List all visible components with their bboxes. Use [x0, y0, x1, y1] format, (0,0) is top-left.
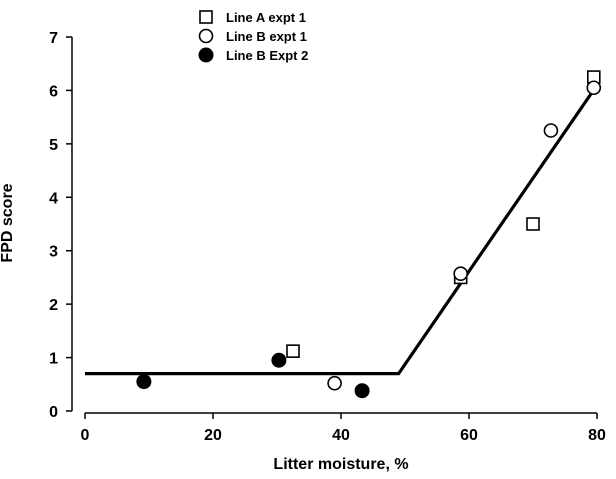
x-tick-label: 80: [588, 427, 606, 444]
y-tick-label: 6: [49, 83, 58, 100]
data-point: [286, 344, 300, 358]
legend-label: Line B expt 1: [226, 29, 307, 44]
y-tick-label: 7: [49, 30, 58, 47]
legend: Line A expt 1 Line B expt 1 Line B Expt 2: [198, 10, 308, 63]
data-point: [354, 383, 370, 399]
ticks: 0 1 2 3 4 5 6 7 0 20 40 60 80: [49, 30, 606, 444]
y-tick-label: 4: [49, 190, 58, 207]
y-axis-label: FPD score: [0, 183, 16, 262]
y-tick-label: 5: [49, 137, 58, 154]
legend-label: Line B Expt 2: [226, 48, 308, 63]
y-tick-label: 0: [49, 404, 58, 421]
data-point: [327, 375, 342, 391]
legend-marker: [198, 47, 214, 63]
y-tick-label: 1: [49, 351, 58, 368]
x-tick-label: 40: [332, 427, 350, 444]
data-points: [136, 70, 602, 399]
data-point: [453, 266, 468, 281]
legend-marker: [198, 28, 214, 44]
y-tick-label: 3: [49, 244, 58, 261]
axes: [71, 37, 597, 414]
legend-marker: [199, 10, 213, 24]
x-tick-label: 60: [460, 427, 478, 444]
data-point: [136, 374, 152, 390]
data-point: [526, 217, 540, 231]
y-tick-label: 2: [49, 297, 58, 314]
data-point: [586, 80, 602, 96]
data-point: [543, 123, 559, 138]
fit-line: [85, 84, 599, 376]
data-point: [271, 352, 287, 368]
x-axis-label: Litter moisture, %: [273, 456, 408, 473]
x-tick-label: 20: [204, 427, 222, 444]
x-tick-label: 0: [81, 427, 90, 444]
fit-line-group: [85, 84, 599, 376]
legend-label: Line A expt 1: [226, 10, 306, 25]
